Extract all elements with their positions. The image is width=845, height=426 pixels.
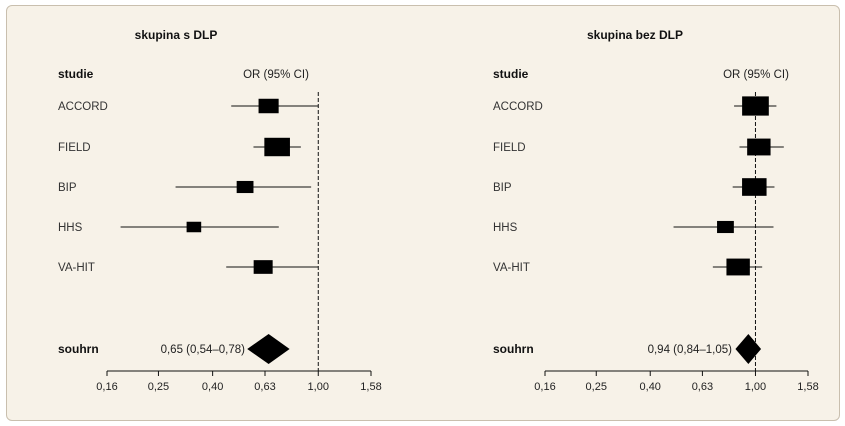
panel-title: skupina s DLP xyxy=(135,28,218,42)
x-tick-label: 0,40 xyxy=(202,381,223,393)
effect-column-header: OR (95% CI) xyxy=(243,69,309,81)
study-label: HHS xyxy=(58,222,83,234)
study-marker xyxy=(253,260,273,274)
study-marker xyxy=(186,221,202,233)
x-tick-label: 1,00 xyxy=(308,381,329,393)
study-marker xyxy=(258,98,279,114)
study-label: VA-HIT xyxy=(493,262,530,274)
studies-column-header: studie xyxy=(58,67,94,81)
study-marker xyxy=(717,220,734,234)
study-marker xyxy=(742,96,769,116)
summary-label: souhrn xyxy=(58,342,99,356)
x-tick-label: 0,25 xyxy=(148,381,169,393)
x-tick-label: 1,58 xyxy=(797,381,818,393)
effect-column-header: OR (95% CI) xyxy=(723,69,789,81)
study-label: BIP xyxy=(493,182,512,194)
panel-title: skupina bez DLP xyxy=(587,28,683,42)
x-tick-label: 0,63 xyxy=(254,381,275,393)
x-tick-label: 0,16 xyxy=(534,381,555,393)
study-marker xyxy=(236,180,254,194)
summary-value: 0,94 (0,84–1,05) xyxy=(648,344,733,356)
summary-diamond xyxy=(247,334,290,364)
study-label: ACCORD xyxy=(493,101,543,113)
study-marker xyxy=(747,138,771,156)
summary-value: 0,65 (0,54–0,78) xyxy=(161,344,246,356)
study-marker xyxy=(726,258,750,276)
x-tick-label: 0,25 xyxy=(586,381,607,393)
summary-label: souhrn xyxy=(493,342,534,356)
x-tick-label: 1,00 xyxy=(745,381,766,393)
study-label: HHS xyxy=(493,222,518,234)
figure-frame xyxy=(6,5,840,421)
study-marker xyxy=(264,137,290,157)
summary-diamond xyxy=(735,334,762,364)
study-label: FIELD xyxy=(58,142,91,154)
study-label: BIP xyxy=(58,182,77,194)
x-tick-label: 0,16 xyxy=(96,381,117,393)
x-tick-label: 0,40 xyxy=(640,381,661,393)
study-label: VA-HIT xyxy=(58,262,95,274)
x-tick-label: 0,63 xyxy=(692,381,713,393)
study-label: FIELD xyxy=(493,142,526,154)
study-label: ACCORD xyxy=(58,101,108,113)
study-marker xyxy=(742,178,767,196)
x-tick-label: 1,58 xyxy=(360,381,381,393)
studies-column-header: studie xyxy=(493,67,529,81)
